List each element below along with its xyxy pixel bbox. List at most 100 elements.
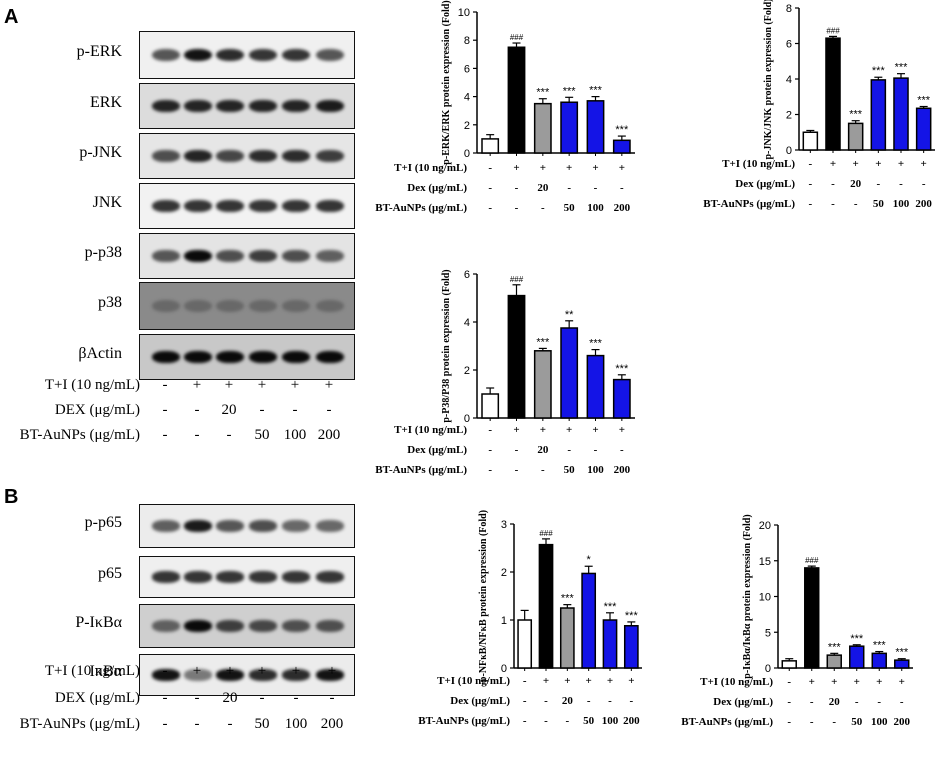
blot-band: [216, 620, 244, 632]
blot-band: [184, 669, 212, 681]
significance-label: ###: [826, 26, 840, 35]
blot-label: p-p65: [84, 514, 122, 531]
condition-value: 50: [563, 202, 575, 214]
significance-label: ***: [850, 633, 864, 645]
condition-value: 200: [915, 198, 932, 210]
y-tick-label: 6: [786, 39, 792, 51]
condition-value: -: [877, 696, 882, 708]
condition-value: -: [619, 182, 624, 194]
condition-value: +: [592, 162, 599, 174]
panel-label-a: A: [4, 6, 19, 28]
condition-value: -: [329, 690, 335, 706]
condition-value: -: [514, 182, 519, 194]
blot-band: [316, 571, 344, 583]
significance-label: ***: [604, 601, 618, 613]
condition-value: -: [522, 675, 527, 687]
blot-band: [249, 350, 277, 364]
condition-value: +: [566, 424, 573, 436]
condition-value: -: [194, 716, 200, 732]
y-tick-label: 0: [765, 663, 771, 675]
condition-value: +: [225, 663, 235, 679]
blot-band: [316, 199, 344, 213]
condition-label: Dex (μg/mL): [407, 182, 467, 194]
condition-value: 20: [828, 696, 840, 708]
condition-value: -: [488, 162, 492, 174]
condition-label: Dex (μg/mL): [735, 178, 795, 190]
blot-band: [316, 99, 344, 113]
condition-value: +: [513, 424, 520, 436]
condition-value: +: [257, 663, 267, 679]
blot-band: [249, 48, 277, 62]
condition-value: +: [564, 675, 571, 687]
condition-value: +: [897, 158, 905, 170]
bar: [804, 567, 820, 669]
condition-label: T+I (10 ng/mL): [44, 377, 140, 393]
blot-band: [152, 48, 180, 62]
condition-value: +: [539, 162, 546, 174]
blot-band: [249, 520, 277, 532]
blot-band: [216, 48, 244, 62]
significance-label: *: [587, 554, 592, 566]
y-axis-label: p-IκBα/IκBα protein expression (Fold): [742, 514, 753, 678]
blot-band: [316, 48, 344, 62]
blot-image: [139, 31, 355, 79]
blot-band: [152, 520, 180, 532]
condition-value: -: [293, 690, 299, 706]
condition-value: +: [566, 162, 573, 174]
y-tick-label: 6: [464, 269, 470, 281]
condition-value: 100: [892, 198, 910, 210]
condition-value: +: [853, 676, 860, 688]
blot-label: p-p38: [84, 244, 122, 261]
blot-image: [139, 654, 355, 696]
y-axis-label: p-NFκB/NFκB protein expression (Fold): [478, 510, 489, 682]
blot-band: [216, 669, 244, 681]
significance-label: ***: [828, 641, 842, 653]
y-tick-label: 8: [786, 3, 792, 15]
condition-value: 20: [537, 444, 549, 456]
condition-value: -: [808, 158, 813, 170]
blot-band: [184, 249, 212, 263]
blot-band: [216, 149, 244, 163]
condition-value: -: [540, 202, 545, 214]
condition-value: +: [875, 158, 882, 170]
blot-label: p-JNK: [79, 144, 122, 161]
blot-band: [282, 249, 310, 263]
condition-value: 200: [623, 715, 640, 727]
blot-band: [216, 350, 244, 364]
y-tick-label: 8: [464, 35, 470, 47]
condition-label: T+I (10 ng/mL): [394, 162, 467, 174]
condition-value: -: [488, 202, 492, 214]
y-tick-label: 4: [786, 74, 792, 86]
condition-value: -: [488, 182, 492, 194]
blot-band: [216, 571, 244, 583]
condition-value: +: [829, 158, 837, 170]
condition-label: DEX (μg/mL): [54, 690, 140, 706]
condition-value: -: [808, 198, 813, 210]
panel-label-b: B: [4, 486, 19, 508]
blot-band: [216, 299, 244, 313]
condition-value: -: [899, 178, 903, 190]
y-tick-label: 5: [765, 627, 771, 639]
condition-value: 20: [222, 690, 238, 706]
condition-value: -: [565, 715, 570, 727]
bar: [894, 659, 910, 669]
blot-image: [139, 183, 355, 229]
blot-band: [282, 48, 310, 62]
condition-value: 200: [613, 464, 631, 476]
blot-band: [152, 299, 180, 313]
blot-image: [139, 282, 355, 330]
significance-label: ###: [539, 529, 553, 538]
blot-band: [216, 99, 244, 113]
condition-value: +: [290, 377, 300, 393]
condition-value: -: [540, 464, 545, 476]
condition-label: BT-AuNPs (μg/mL): [418, 715, 510, 727]
condition-value: +: [539, 424, 546, 436]
condition-label: BT-AuNPs (μg/mL): [375, 202, 467, 214]
condition-label: Dex (μg/mL): [407, 444, 467, 456]
condition-value: -: [488, 424, 492, 436]
condition-value: 50: [583, 715, 595, 727]
condition-value: 20: [561, 695, 573, 707]
